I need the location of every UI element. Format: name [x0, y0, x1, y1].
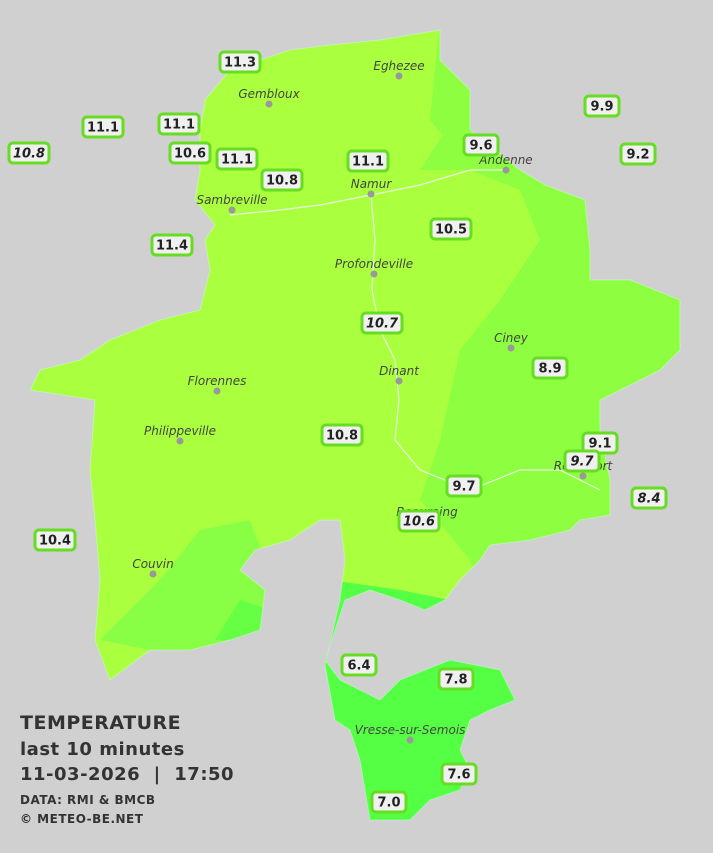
station-value: 11.3 [224, 56, 256, 71]
legend: TEMPERATURE last 10 minutes 11-03-2026 |… [20, 712, 234, 826]
station-box [462, 133, 500, 157]
station-value: 6.4 [347, 659, 370, 674]
station-value: 10.8 [13, 147, 45, 162]
station-box [320, 423, 364, 447]
station-box [563, 449, 601, 473]
station-box [168, 141, 212, 165]
legend-title: TEMPERATURE [20, 712, 181, 734]
city-label: Philippeville [144, 424, 216, 438]
station-box [340, 653, 378, 677]
city-label: Namur [351, 177, 393, 191]
city-dot [579, 472, 587, 480]
city-dot [176, 437, 184, 445]
station-box [346, 149, 390, 173]
station-value: 10.5 [435, 223, 467, 238]
city-dot [370, 270, 378, 278]
city-dot [228, 206, 236, 214]
station-box [429, 217, 473, 241]
station-box [81, 115, 125, 139]
station-box [157, 112, 201, 136]
station-value: 10.6 [403, 515, 435, 530]
city-label: Dinant [379, 364, 420, 378]
station-box [150, 233, 194, 257]
station-value: 10.8 [326, 429, 358, 444]
city-dot [149, 570, 157, 578]
station-box [583, 94, 621, 118]
station-box [440, 762, 478, 786]
city-dot [367, 190, 375, 198]
station-value: 10.7 [366, 317, 399, 332]
station-box [437, 667, 475, 691]
city-label: Sambreville [196, 193, 267, 207]
city-label: Ciney [494, 331, 529, 345]
station-value: 9.1 [588, 437, 611, 452]
station-value: 10.4 [39, 534, 71, 549]
station-value: 11.4 [156, 239, 188, 254]
city-label: Gembloux [238, 87, 300, 101]
city-dot [213, 387, 221, 395]
station-box [445, 474, 483, 498]
station-box [630, 486, 668, 510]
station-value: 11.1 [352, 155, 384, 170]
station-box [33, 528, 77, 552]
legend-source: DATA: RMI & BMCB [20, 793, 156, 807]
legend-datetime: 11-03-2026 | 17:50 [20, 764, 234, 785]
city-dot [502, 166, 510, 174]
station-value: 9.6 [469, 139, 492, 154]
station-value: 9.9 [590, 100, 613, 115]
station-value: 9.7 [570, 455, 594, 470]
station-value: 7.0 [377, 796, 400, 811]
station-value: 10.8 [266, 174, 298, 189]
city-label: Florennes [188, 374, 247, 388]
station-box [619, 142, 657, 166]
station-box [397, 509, 441, 533]
station-box [531, 356, 569, 380]
station-value: 11.1 [87, 121, 119, 136]
station-box [370, 790, 408, 814]
station-value: 8.9 [538, 362, 561, 377]
station-value: 7.6 [447, 768, 470, 783]
station-box [260, 168, 304, 192]
station-value: 11.1 [163, 118, 195, 133]
station-value: 7.8 [444, 673, 467, 688]
station-box [218, 50, 262, 74]
city-label: Couvin [132, 557, 173, 571]
station-box [7, 141, 51, 165]
city-label: Vresse-sur-Semois [355, 723, 466, 737]
city-label: Eghezee [373, 59, 424, 73]
station-value: 9.2 [626, 148, 649, 163]
station-value: 11.1 [221, 153, 253, 168]
legend-period: last 10 minutes [20, 739, 185, 760]
city-dot [406, 736, 414, 744]
city-dot [265, 100, 273, 108]
station-box [360, 311, 404, 335]
city-dot [395, 377, 403, 385]
city-label: Profondeville [335, 257, 413, 271]
city-dot [507, 344, 515, 352]
station-value: 9.7 [452, 480, 475, 495]
station-box [215, 147, 259, 171]
station-value: 8.4 [637, 492, 660, 507]
legend-copyright: © METEO-BE.NET [20, 812, 144, 826]
city-dot [395, 72, 403, 80]
station-value: 10.6 [174, 147, 206, 162]
